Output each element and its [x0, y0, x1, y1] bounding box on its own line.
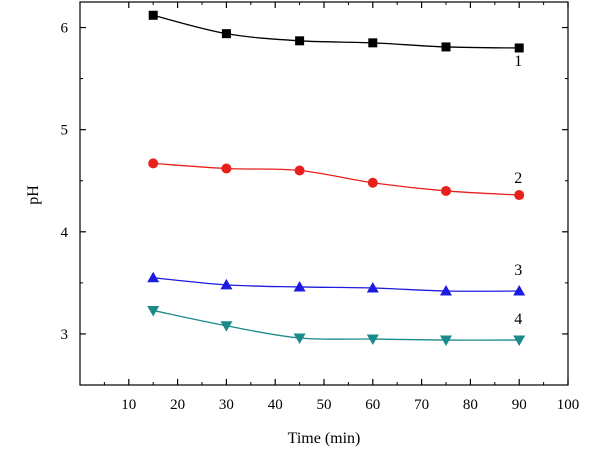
x-tick-label: 90	[512, 397, 527, 413]
data-point	[221, 163, 232, 174]
x-axis-ticks: 10 20 30 40 50 60 70 80 90 100	[103, 2, 580, 413]
data-point	[513, 335, 526, 347]
data-point	[441, 42, 451, 52]
data-point	[295, 36, 305, 46]
series-label: 3	[514, 262, 522, 279]
x-tick-label: 40	[268, 397, 283, 413]
x-axis-title: Time (min)	[288, 430, 361, 447]
data-point	[148, 158, 159, 169]
data-point	[441, 185, 451, 196]
x-tick-label: 70	[414, 397, 429, 413]
data-point	[440, 335, 452, 347]
series-3: 3	[147, 262, 526, 296]
x-tick-label: 60	[365, 397, 380, 413]
data-point	[293, 333, 306, 345]
x-tick-label: 50	[317, 397, 332, 413]
series-4: 4	[147, 305, 526, 347]
x-tick-label: 80	[463, 397, 478, 413]
x-tick-label: 10	[121, 397, 136, 413]
data-point	[514, 190, 525, 201]
data-point	[513, 285, 526, 296]
y-axis-ticks: 3 4 5 6	[61, 21, 568, 343]
series-2: 2	[148, 158, 525, 201]
series-1: 1	[148, 10, 524, 70]
x-tick-label: 20	[170, 397, 185, 413]
series-line	[153, 14, 520, 49]
data-point	[220, 278, 233, 290]
y-tick-label: 5	[61, 123, 69, 139]
data-point	[366, 281, 379, 293]
data-point	[293, 280, 306, 292]
y-tick-label: 3	[61, 327, 69, 343]
series-label: 1	[514, 53, 522, 70]
data-point	[440, 285, 452, 296]
series-layer: 1 2 3 4	[147, 10, 526, 347]
x-tick-label: 30	[219, 397, 234, 413]
series-label: 4	[514, 311, 522, 328]
series-line	[153, 309, 520, 341]
series-line	[153, 277, 520, 292]
data-point	[514, 43, 524, 53]
data-point	[147, 271, 160, 283]
x-tick-label: 100	[557, 397, 580, 413]
data-point	[147, 305, 160, 317]
y-tick-label: 4	[61, 225, 69, 241]
data-point	[220, 321, 233, 332]
data-point	[368, 38, 378, 48]
y-axis-title: pH	[25, 185, 42, 205]
data-point	[366, 334, 379, 346]
data-point	[221, 29, 231, 39]
data-point	[148, 10, 158, 20]
series-label: 2	[514, 170, 522, 187]
y-tick-label: 6	[61, 21, 69, 37]
data-point	[367, 177, 378, 188]
series-line	[153, 162, 520, 196]
data-point	[294, 165, 305, 176]
